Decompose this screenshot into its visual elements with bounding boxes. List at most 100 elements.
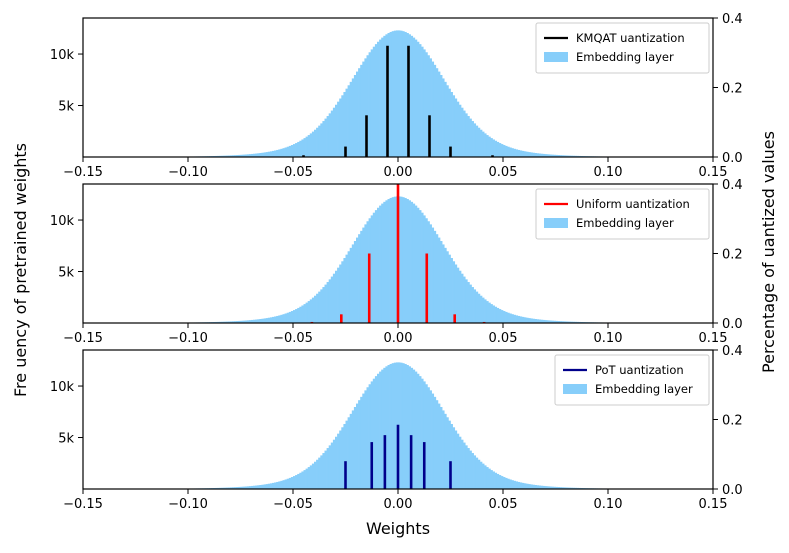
histogram-bin xyxy=(463,442,466,489)
histogram-bin xyxy=(381,369,384,489)
histogram-bin xyxy=(433,64,437,157)
histogram-bin xyxy=(295,475,298,489)
x-tick-label: 0.15 xyxy=(699,497,728,512)
histogram-bin xyxy=(530,152,533,157)
histogram-bin xyxy=(570,487,573,489)
histogram-bin xyxy=(427,221,430,323)
x-tick-label: 0.00 xyxy=(384,497,413,512)
histogram-bin xyxy=(513,148,516,157)
histogram-bin xyxy=(284,313,288,323)
histogram-bin xyxy=(477,127,481,157)
histogram-bin xyxy=(274,482,277,489)
histogram-bin xyxy=(389,31,393,157)
histogram-bin xyxy=(261,152,264,157)
histogram-bin xyxy=(305,302,309,323)
histogram-bin xyxy=(332,439,336,489)
histogram-bin xyxy=(414,371,418,489)
y-axis-label-right: Percentage of uantized values xyxy=(759,131,778,373)
histogram-bin xyxy=(379,371,382,489)
histogram-bin xyxy=(324,118,327,157)
histogram-bin xyxy=(555,486,558,489)
histogram-bin xyxy=(486,301,489,323)
histogram-bin xyxy=(330,110,334,157)
histogram-bin xyxy=(257,153,260,157)
histogram-bin xyxy=(448,420,451,489)
histogram-bin xyxy=(542,319,546,323)
histogram-bin xyxy=(230,155,233,157)
histogram-bin xyxy=(301,305,304,323)
histogram-bin xyxy=(324,284,327,323)
histogram-bin xyxy=(469,284,472,323)
legend-box xyxy=(535,22,710,74)
histogram-bin xyxy=(242,154,246,157)
x-axis-ticks: −0.15 −0.10 −0.05 0.00 0.05 0.10 0.15 xyxy=(63,489,727,512)
histogram-bin xyxy=(330,276,334,323)
histogram-bin xyxy=(461,273,464,323)
right-y-tick-label: 0.0 xyxy=(722,317,743,332)
histogram-bin xyxy=(366,55,369,157)
histogram-bin xyxy=(301,471,304,489)
left-y-tick-label: 5k xyxy=(58,432,74,447)
x-tick-label: 0.10 xyxy=(594,331,623,346)
histogram-bin xyxy=(351,244,355,323)
histogram-bin xyxy=(309,133,313,157)
histogram-bin xyxy=(332,107,336,157)
histogram-bin xyxy=(240,154,243,157)
histogram-bin xyxy=(423,381,426,489)
histogram-bin xyxy=(450,257,453,323)
histogram-bin xyxy=(303,304,306,323)
histogram-bin xyxy=(261,318,264,323)
right-y-tick-label: 0.4 xyxy=(722,12,743,27)
histogram-bin xyxy=(465,113,468,157)
histogram-bin xyxy=(314,295,317,323)
histogram-bin xyxy=(389,363,393,489)
histogram-bin xyxy=(288,145,292,157)
histogram-bin xyxy=(272,150,275,157)
histogram-bin xyxy=(549,320,552,323)
legend-patch-swatch xyxy=(563,384,587,394)
histogram-bin xyxy=(341,261,344,323)
histogram-bin xyxy=(421,46,424,157)
x-tick-label: 0.05 xyxy=(489,331,518,346)
histogram-bin xyxy=(452,95,456,157)
histogram-bin xyxy=(284,479,288,489)
histogram-bin xyxy=(240,320,243,323)
histogram-bin xyxy=(377,41,380,157)
histogram-bin xyxy=(410,201,414,323)
histogram-bin xyxy=(318,457,321,489)
histogram-bin xyxy=(479,295,483,323)
histogram-bin xyxy=(545,320,548,323)
quantization-bars xyxy=(310,184,486,323)
histogram-bin xyxy=(513,314,516,323)
histogram-bin xyxy=(536,485,540,489)
histogram-bin xyxy=(532,484,535,489)
histogram-bin xyxy=(572,155,575,157)
histogram-bin xyxy=(563,487,567,489)
histogram-bin xyxy=(225,321,229,323)
histogram-bin xyxy=(372,378,376,489)
histogram-bin xyxy=(223,321,227,323)
histogram-bin xyxy=(448,88,451,157)
histogram-bin xyxy=(297,307,300,323)
histogram-bin xyxy=(521,316,525,323)
histogram-bin xyxy=(234,321,237,323)
histogram-bin xyxy=(345,88,348,157)
histogram-bin xyxy=(402,31,405,157)
histogram-bin xyxy=(242,486,246,489)
histogram-bin xyxy=(236,155,239,157)
histogram-bin xyxy=(267,151,271,157)
histogram-bin xyxy=(549,154,552,157)
histogram-bin xyxy=(248,154,252,157)
histogram-bin xyxy=(532,318,535,323)
histogram-bin xyxy=(467,448,470,489)
histogram-bin xyxy=(494,306,498,323)
histogram-bin xyxy=(335,270,338,323)
legend-label-quantization: PoT uantization xyxy=(595,363,684,377)
histogram-bin xyxy=(335,436,338,489)
histogram-bin xyxy=(290,145,294,157)
histogram-bin xyxy=(360,396,363,489)
histogram-bin xyxy=(471,287,474,323)
histogram-bin xyxy=(421,378,424,489)
histogram-bin xyxy=(465,445,468,489)
histogram-bin xyxy=(488,302,491,323)
